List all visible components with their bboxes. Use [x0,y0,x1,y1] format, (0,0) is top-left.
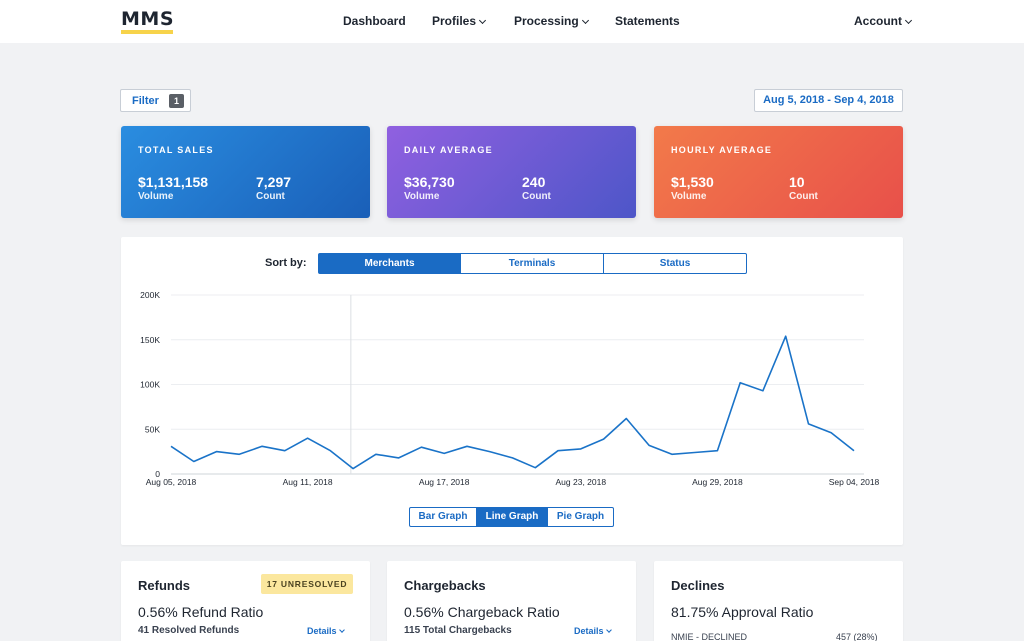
x-tick-label: Aug 17, 2018 [419,477,470,487]
decline-reason-value: 457 (28%) [836,632,878,641]
filter-button[interactable]: Filter 1 [120,89,191,112]
top-nav: MMS Dashboard Profiles Processing Statem… [0,0,1024,43]
declines-title: Declines [671,578,725,593]
sales-series-line [170,335,855,470]
y-tick-label: 200K [140,290,160,300]
refunds-title: Refunds [138,578,190,593]
y-tick-label: 100K [140,380,160,390]
stat-volume: $1,131,158 [138,174,209,190]
line-graph-button[interactable]: Line Graph [477,507,548,527]
chargebacks-title: Chargebacks [404,578,486,593]
nav-processing-label: Processing [514,14,579,28]
x-tick-label: Sep 04, 2018 [829,477,880,487]
bar-graph-button[interactable]: Bar Graph [409,507,477,527]
chevron-down-icon [605,627,612,633]
y-tick-label: 150K [140,335,160,345]
filter-label: Filter [132,95,159,107]
stat-count-label: Count [522,191,551,202]
logo-underline [121,30,173,34]
stat-title: TOTAL SALES [138,145,214,155]
stat-volume-label: Volume [138,191,174,202]
total-sales-card: TOTAL SALES $1,131,158 Volume 7,297 Coun… [121,126,370,218]
x-tick-label: Aug 11, 2018 [283,477,333,487]
chevron-down-icon [338,627,345,633]
x-tick-label: Aug 05, 2018 [146,477,197,487]
y-tick-label: 50K [145,424,160,434]
chevron-down-icon [904,16,913,25]
details-label: Details [574,626,604,636]
stat-volume-label: Volume [671,191,707,202]
hourly-average-card: HOURLY AVERAGE $1,530 Volume 10 Count [654,126,903,218]
stat-title: HOURLY AVERAGE [671,145,773,155]
total-chargebacks: 115 Total Chargebacks [404,625,512,636]
sort-merchants-tab[interactable]: Merchants [318,253,461,274]
pie-graph-button[interactable]: Pie Graph [548,507,614,527]
nav-profiles-label: Profiles [432,14,477,28]
nav-account[interactable]: Account [854,14,913,28]
nav-statements[interactable]: Statements [615,14,680,28]
nav-processing[interactable]: Processing [514,14,589,28]
chargeback-ratio: 0.56% Chargeback Ratio [404,604,560,620]
x-tick-label: Aug 29, 2018 [692,477,743,487]
details-label: Details [307,626,337,636]
refund-ratio: 0.56% Refund Ratio [138,604,264,620]
sort-status-tab[interactable]: Status [604,253,747,274]
line-chart: 0 50K 100K 150K 200K Aug 05, 2018 Aug 11, 2018… [140,290,880,487]
daily-average-card: DAILY AVERAGE $36,730 Volume 240 Count [387,126,636,218]
sort-by-label: Sort by: [265,257,307,269]
stat-count-label: Count [789,191,818,202]
stat-volume-label: Volume [404,191,440,202]
refunds-details-link[interactable]: Details [307,626,345,636]
stat-count: 240 [522,174,546,190]
nav-dashboard[interactable]: Dashboard [343,14,406,28]
refunds-card: Refunds 17 UNRESOLVED 0.56% Refund Ratio… [121,561,370,641]
stat-volume: $1,530 [671,174,714,190]
stat-count: 7,297 [256,174,292,190]
stat-count: 10 [789,174,805,190]
resolved-refunds: 41 Resolved Refunds [138,625,240,636]
declines-card: Declines 81.75% Approval Ratio NMIE - DE… [654,561,903,641]
date-range-button[interactable]: Aug 5, 2018 - Sep 4, 2018 [754,89,903,112]
logo-text: MMS [121,8,174,30]
chargebacks-details-link[interactable]: Details [574,626,612,636]
nav-account-label: Account [854,14,902,28]
nav-profiles[interactable]: Profiles [432,14,487,28]
chargebacks-card: Chargebacks 0.56% Chargeback Ratio 115 T… [387,561,636,641]
approval-ratio: 81.75% Approval Ratio [671,604,814,620]
sales-chart-panel: Sort by: Merchants Terminals Status 0 50K… [121,237,903,545]
unresolved-badge[interactable]: 17 UNRESOLVED [261,574,353,594]
stat-title: DAILY AVERAGE [404,145,493,155]
stat-volume: $36,730 [404,174,455,190]
chevron-down-icon [581,16,589,25]
x-tick-label: Aug 23, 2018 [556,477,607,487]
chevron-down-icon [478,16,487,25]
logo[interactable]: MMS [121,9,174,34]
decline-reason-label: NMIE - DECLINED [671,632,748,641]
y-tick-label: 0 [155,469,160,479]
sort-terminals-tab[interactable]: Terminals [461,253,604,274]
stat-count-label: Count [256,191,285,202]
filter-count-badge: 1 [169,94,184,108]
